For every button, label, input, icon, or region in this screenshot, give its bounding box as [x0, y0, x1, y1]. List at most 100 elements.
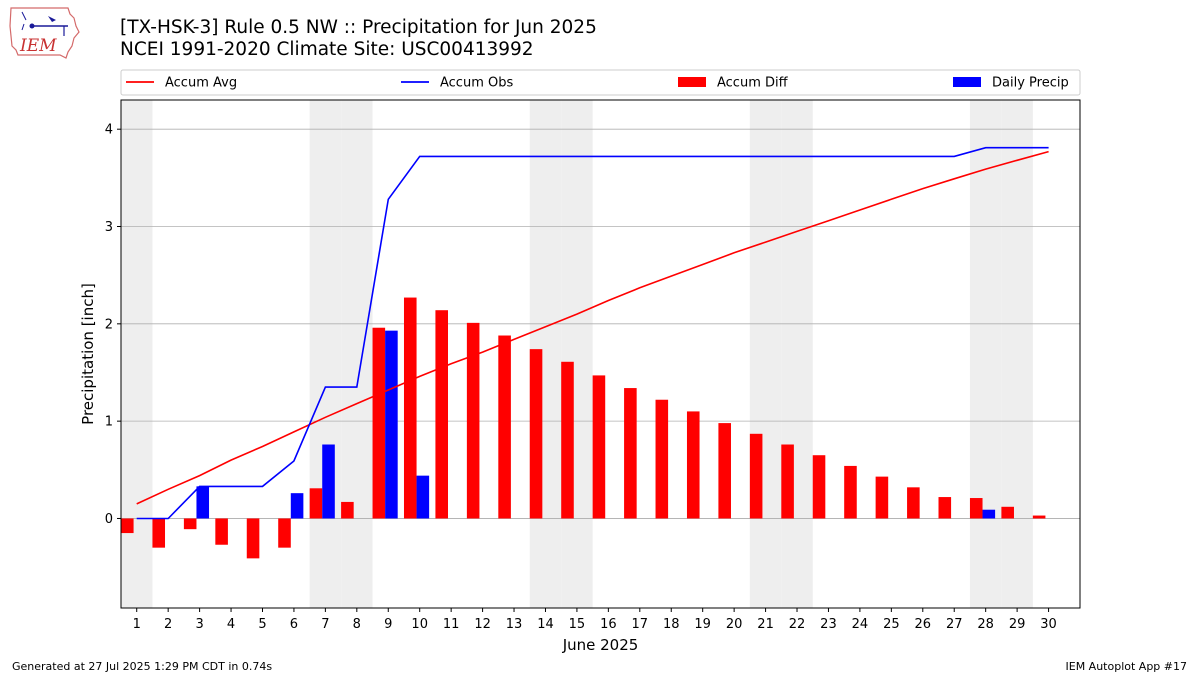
y-tick-label: 0	[105, 512, 113, 527]
legend-label-accum-avg: Accum Avg	[165, 76, 237, 91]
y-tick-label: 3	[105, 220, 113, 235]
x-tick-label: 24	[852, 617, 869, 632]
daily-precip-bar	[416, 475, 430, 519]
daily-precip-bar	[982, 509, 996, 519]
x-tick-label: 14	[537, 617, 554, 632]
weekend-shade	[561, 100, 593, 608]
x-tick-label: 17	[632, 617, 649, 632]
accum-diff-bar	[152, 518, 166, 548]
accum-diff-bar	[969, 498, 983, 519]
x-tick-label: 27	[946, 617, 963, 632]
daily-precip-bar	[196, 486, 210, 519]
footer-generated: Generated at 27 Jul 2025 1:29 PM CDT in …	[12, 660, 273, 673]
x-tick-label: 8	[353, 617, 361, 632]
x-tick-label: 2	[164, 617, 172, 632]
x-tick-label: 11	[443, 617, 460, 632]
bars	[121, 297, 1046, 559]
x-tick-label: 10	[411, 617, 428, 632]
accum-diff-bar	[403, 297, 417, 519]
accum-diff-bar	[749, 433, 763, 519]
x-tick-label: 25	[883, 617, 900, 632]
x-tick-label: 7	[321, 617, 329, 632]
y-tick-label: 1	[105, 415, 113, 430]
weekend-shade	[749, 100, 782, 608]
x-tick-label: 23	[820, 617, 837, 632]
x-tick-label: 22	[789, 617, 806, 632]
x-tick-label: 3	[195, 617, 203, 632]
accum-obs-line	[136, 146, 1049, 520]
weekend-shade	[1001, 100, 1033, 608]
accum-diff-bar	[686, 411, 700, 519]
x-tick-label: 30	[1040, 617, 1057, 632]
daily-precip-bar	[290, 493, 304, 519]
x-tick-label: 21	[757, 617, 774, 632]
accum-diff-bar	[121, 518, 134, 534]
weekend-shade	[309, 100, 342, 608]
x-tick-label: 28	[977, 617, 994, 632]
accum-diff-bar	[372, 327, 386, 519]
plot-border	[120, 99, 1081, 609]
iem-logo: IEM	[8, 6, 80, 60]
legend-swatch-daily-precip	[953, 77, 981, 87]
x-tick-label: 18	[663, 617, 680, 632]
accum-diff-bar	[215, 518, 228, 545]
accum-diff-bar	[907, 487, 920, 519]
legend-label-daily-precip: Daily Precip	[992, 76, 1069, 91]
x-tick-label: 12	[474, 617, 491, 632]
accum-diff-bar	[466, 322, 480, 519]
chart-title: [TX-HSK-3] Rule 0.5 NW :: Precipitation …	[120, 17, 597, 38]
x-tick-label: 5	[258, 617, 266, 632]
x-tick-label: 29	[1009, 617, 1026, 632]
accum-diff-bar	[278, 518, 291, 548]
legend-label-accum-diff: Accum Diff	[717, 76, 789, 91]
accum-diff-bar	[938, 497, 952, 519]
x-tick-label: 1	[133, 617, 141, 632]
x-tick-label: 13	[506, 617, 523, 632]
daily-precip-bar	[322, 444, 335, 519]
x-tick-label: 4	[227, 617, 235, 632]
plot-background	[121, 100, 1033, 608]
accum-diff-bar	[561, 361, 574, 519]
legend-swatch-accum-diff	[678, 77, 706, 87]
y-tick-label: 4	[105, 123, 113, 138]
accum-diff-bar	[309, 488, 323, 519]
accum-diff-bar	[875, 476, 889, 519]
x-axis-label: June 2025	[562, 636, 639, 654]
x-tick-label: 26	[915, 617, 932, 632]
weekend-shade	[969, 100, 1002, 608]
x-tick-label: 19	[694, 617, 711, 632]
accum-diff-bar	[246, 518, 260, 559]
plot-frame	[120, 99, 1081, 609]
x-tick-label: 20	[726, 617, 743, 632]
logo-text: IEM	[19, 36, 57, 56]
accum-diff-bar	[718, 423, 731, 519]
legend: Accum Avg Accum Obs Accum Diff Daily Precip	[120, 69, 1081, 96]
y-axis-label: Precipitation [inch]	[79, 283, 97, 425]
accum-diff-bar	[529, 349, 543, 519]
chart-subtitle: NCEI 1991-2020 Climate Site: USC00413992	[120, 39, 534, 60]
accum-diff-bar	[183, 518, 197, 530]
accum-diff-bar	[1032, 515, 1046, 519]
accum-diff-bar	[624, 388, 637, 519]
accum-diff-bar	[844, 465, 857, 519]
x-tick-label: 9	[384, 617, 392, 632]
lines	[136, 146, 1049, 520]
accum-diff-bar	[435, 310, 449, 519]
accum-diff-bar	[592, 375, 606, 519]
daily-precip-bar	[385, 330, 398, 519]
accum-diff-bar	[498, 335, 511, 519]
accum-avg-line	[136, 150, 1049, 505]
x-tick-label: 15	[569, 617, 586, 632]
accum-diff-bar	[812, 455, 826, 519]
accum-diff-bar	[1001, 506, 1014, 519]
y-tick-label: 2	[105, 317, 113, 332]
x-tick-label: 16	[600, 617, 617, 632]
legend-box	[120, 69, 1081, 96]
accum-diff-bar	[341, 501, 354, 519]
weekend-shade	[341, 100, 373, 608]
accum-diff-bar	[781, 444, 794, 519]
weekend-shade	[781, 100, 813, 608]
accum-diff-bar	[655, 399, 669, 519]
